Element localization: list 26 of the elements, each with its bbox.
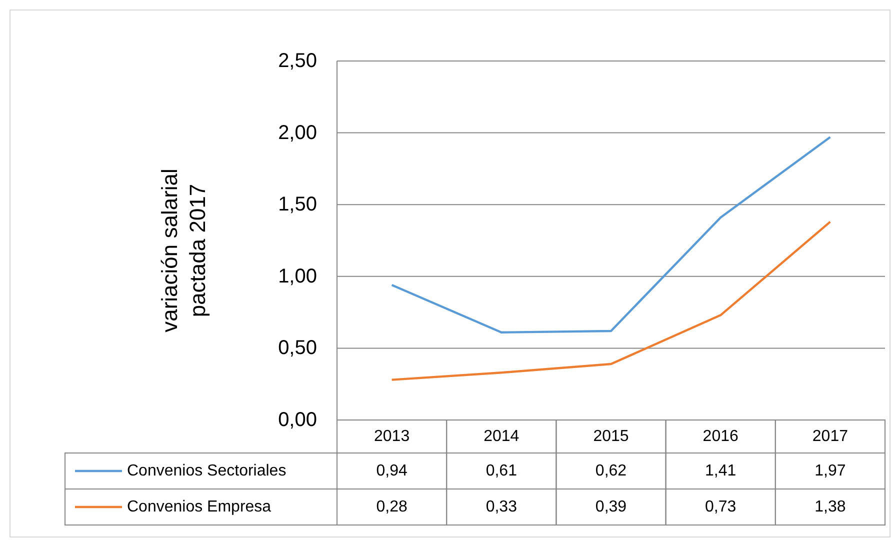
legend-label: Convenios Empresa (127, 498, 272, 516)
data-label: 1,38 (814, 498, 846, 516)
x-tick-label: 2016 (702, 428, 738, 445)
data-label: 1,41 (705, 462, 736, 480)
x-tick-label: 2015 (593, 428, 629, 445)
data-label: 0,73 (705, 498, 736, 516)
data-label: 0,33 (486, 498, 518, 516)
y-tick-label: 1,00 (278, 265, 317, 288)
y-axis-title: variación salarial pactada 2017 (157, 168, 210, 332)
data-label: 0,28 (376, 498, 408, 516)
data-label: 0,94 (376, 462, 408, 480)
y-tick-label: 0,00 (278, 409, 317, 431)
y-tick-label: 1,50 (278, 194, 317, 216)
y-tick-label: 2,00 (278, 122, 317, 144)
x-tick-label: 2013 (374, 428, 410, 445)
y-tick-label: 2,50 (278, 50, 317, 72)
x-tick-label: 2014 (484, 428, 520, 445)
data-label: 0,62 (595, 462, 627, 480)
line-series (390, 136, 832, 334)
y-tick-label: 0,50 (278, 337, 317, 360)
x-tick-label: 2017 (812, 428, 848, 445)
data-label: 0,39 (595, 498, 627, 516)
legend-label: Convenios Sectoriales (127, 462, 286, 480)
data-label: 0,61 (486, 462, 518, 480)
line-series (390, 220, 832, 381)
data-label: 1,97 (814, 462, 846, 480)
